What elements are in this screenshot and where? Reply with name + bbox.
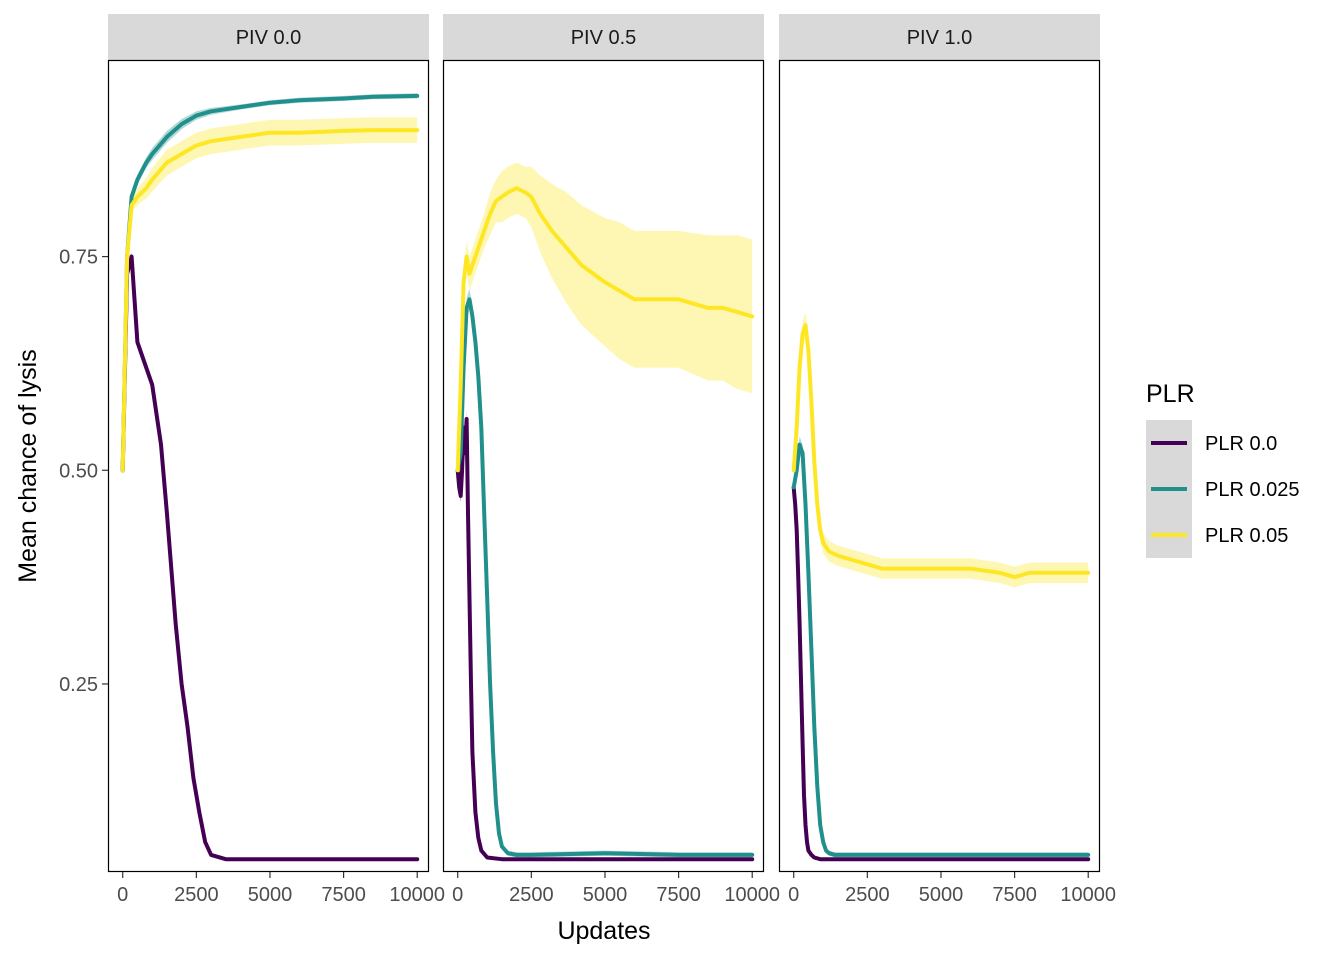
- series-line: [791, 485, 1091, 862]
- x-tick-label: 7500: [656, 884, 701, 906]
- panels: PIV 0.00 2500 5000 7500 100000.250.500.75PIV…: [59, 14, 1116, 906]
- x-tick-label: 5000: [919, 884, 964, 906]
- legend: PLR PLR 0.0 PLR 0.025 PLR 0.05: [1146, 380, 1300, 558]
- x-tick-label: 2500: [509, 884, 554, 906]
- legend-entry-label: PLR 0.05: [1205, 525, 1288, 547]
- confidence-band: [122, 117, 418, 473]
- x-tick-label: 7500: [321, 884, 366, 906]
- x-tick-label: 10000: [1060, 884, 1116, 906]
- panel-1: PIV 0.0 0 2500 5000 7500 10000 0.25 0.50 0.75: [59, 14, 445, 906]
- confidence-band: [793, 483, 1089, 861]
- panel-strip: [108, 14, 429, 60]
- series-line: [455, 417, 755, 862]
- x-tick-label: 10000: [724, 884, 780, 906]
- legend-entries: PLR 0.0 PLR 0.025 PLR 0.05: [1151, 433, 1300, 547]
- x-tick-label: 2500: [174, 884, 219, 906]
- legend-title: PLR: [1146, 380, 1195, 408]
- x-tick-label: 5000: [248, 884, 293, 906]
- series-line: [791, 323, 1091, 580]
- confidence-band: [457, 162, 753, 475]
- x-tick-label: 7500: [992, 884, 1037, 906]
- y-axis-title: Mean chance of lysis: [14, 349, 42, 582]
- panel-border: [778, 59, 1101, 873]
- legend-entry-label: PLR 0.025: [1205, 479, 1300, 501]
- series-line: [120, 128, 420, 473]
- plot-area: [120, 93, 420, 862]
- legend-entry-label: PLR 0.0: [1205, 433, 1277, 455]
- x-tick-label: 10000: [389, 884, 445, 906]
- x-tick-label: 0: [788, 884, 799, 906]
- panel-3: PIV 1.0 0 2500 5000 7500 10000: [778, 14, 1116, 906]
- x-tick-label: 0: [117, 884, 128, 906]
- series-line: [455, 297, 755, 857]
- confidence-band: [122, 252, 418, 861]
- y-tick-label: 0.25: [59, 674, 98, 696]
- confidence-band: [793, 436, 1089, 858]
- panel-strip-label: PIV 1.0: [907, 27, 973, 49]
- series-line: [120, 254, 420, 862]
- series-line: [120, 93, 420, 473]
- panel-strip-label: PIV 0.0: [236, 27, 302, 49]
- x-axis-title: Updates: [557, 917, 650, 945]
- y-tick-label: 0.75: [59, 247, 98, 269]
- x-tick-label: 2500: [845, 884, 890, 906]
- panel-strip: [443, 14, 764, 60]
- panel-2: PIV 0.5 0 2500 5000 7500 10000: [442, 14, 780, 906]
- plot-area: [455, 162, 755, 862]
- panel-strip: [779, 14, 1100, 60]
- x-tick-label: 5000: [583, 884, 628, 906]
- confidence-band: [457, 410, 753, 861]
- confidence-band: [793, 312, 1089, 588]
- panel-border: [442, 59, 765, 873]
- x-tick-label: 0: [452, 884, 463, 906]
- y-tick-label: 0.50: [59, 460, 98, 482]
- plot-area: [791, 312, 1091, 862]
- panel-strip-label: PIV 0.5: [571, 27, 637, 49]
- series-line: [455, 186, 755, 473]
- panel-border: [107, 59, 430, 873]
- series-line: [791, 442, 1091, 857]
